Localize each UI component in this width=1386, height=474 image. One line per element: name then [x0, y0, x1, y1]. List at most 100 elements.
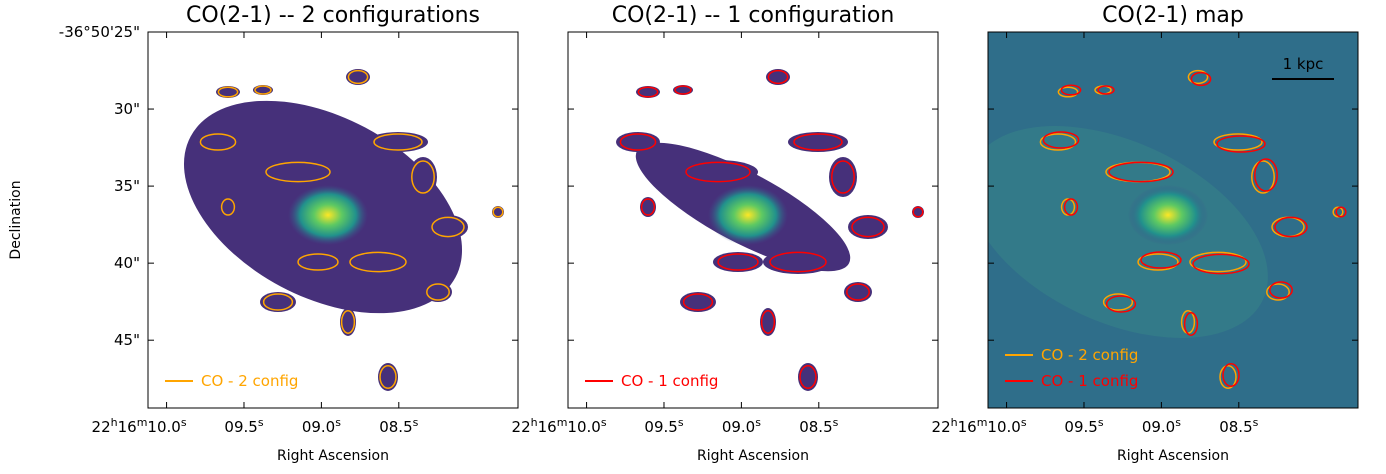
x-axis-label: Right Ascension [697, 448, 809, 464]
x-tick-label: 09.5s [1064, 416, 1103, 436]
contour [1187, 69, 1209, 85]
contour [1042, 131, 1080, 149]
x-axis-label: Right Ascension [277, 448, 389, 464]
contour [347, 69, 369, 85]
contour [1105, 295, 1137, 313]
y-tick-label: 35" [114, 177, 140, 195]
x-tick-label: 08.5s [1219, 416, 1258, 436]
contour [1266, 283, 1290, 301]
contour [1137, 253, 1179, 271]
image-blob [616, 132, 660, 152]
contour [793, 133, 843, 151]
image-blob [760, 308, 776, 336]
image-blob [763, 250, 833, 274]
contour [1060, 198, 1076, 216]
image-blob [368, 132, 428, 152]
contour [767, 69, 789, 85]
contour [619, 133, 657, 151]
y-tick-label: 40" [114, 254, 140, 272]
contour [851, 216, 885, 238]
image-blob [844, 282, 872, 302]
y-tick-label: 30" [114, 100, 140, 118]
contour [1254, 158, 1278, 192]
image-core [708, 185, 788, 245]
contour [1222, 363, 1240, 387]
scale-bar-label: 1 kpc [1283, 55, 1324, 73]
x-tick-label: 09.5s [644, 416, 683, 436]
contour [1102, 293, 1134, 311]
image-blob [492, 206, 504, 218]
x-tick-label: 08.5s [799, 416, 838, 436]
legend-label: CO - 1 config [1041, 372, 1138, 390]
contour [199, 133, 237, 151]
contour [1097, 85, 1115, 95]
contour [685, 161, 751, 183]
image-blob [829, 157, 857, 197]
image-blob [678, 160, 758, 184]
contour [637, 86, 659, 98]
contour [1192, 253, 1250, 275]
panel: CO(2-1) -- 1 configuration Right Ascensio… [512, 3, 939, 464]
contour [1216, 135, 1266, 153]
contour [1057, 86, 1079, 98]
contour [1108, 161, 1174, 183]
legend-label: CO - 2 config [201, 372, 298, 390]
contour [1060, 84, 1082, 96]
contour [1332, 206, 1344, 218]
image-blob [258, 160, 338, 184]
contour [254, 85, 272, 95]
image-blob [346, 69, 370, 85]
image-blob [680, 292, 716, 312]
panel-title: CO(2-1) -- 1 configuration [612, 3, 895, 28]
image-blob [848, 215, 888, 239]
contour [1213, 133, 1263, 151]
panel-title: CO(2-1) -- 2 configurations [186, 3, 480, 28]
x-tick-label: 09.0s [722, 416, 761, 436]
image [988, 32, 1358, 408]
image-blob [424, 282, 452, 302]
x-tick-label: 22h16m10.0s [92, 416, 187, 436]
contour [262, 293, 294, 311]
contour [297, 253, 339, 271]
contour [1269, 281, 1293, 299]
legend-label: CO - 2 config [1041, 346, 1138, 364]
contour [640, 198, 656, 216]
image-blob [428, 215, 468, 239]
image-blob [409, 157, 437, 197]
contour [340, 310, 356, 334]
image-blob [220, 197, 236, 217]
y-axis-label: Declination [8, 180, 24, 259]
contour [217, 86, 239, 98]
contour [411, 160, 435, 194]
contour [426, 283, 450, 301]
contour [846, 283, 870, 301]
axes-frame [987, 31, 1359, 409]
x-tick-label: 22h16m10.0s [512, 416, 607, 436]
image-blob [293, 252, 343, 272]
image-core [288, 185, 368, 245]
contour [1039, 133, 1077, 151]
contour [717, 253, 759, 271]
image-blob [260, 292, 296, 312]
x-tick-label: 08.5s [379, 416, 418, 436]
contour [431, 216, 465, 238]
contour [265, 161, 331, 183]
contour [1183, 312, 1199, 336]
y-tick-label: -36°50'25" [59, 23, 140, 41]
contour [831, 160, 855, 194]
image-blob [378, 363, 398, 391]
axes-frame [567, 31, 939, 409]
contour [1140, 251, 1182, 269]
contour [674, 85, 692, 95]
x-tick-label: 09.0s [302, 416, 341, 436]
contour [373, 133, 423, 151]
image-blob [788, 132, 848, 152]
image-blob [912, 206, 924, 218]
contour [220, 198, 236, 216]
contour [1190, 71, 1212, 87]
contour [1189, 251, 1247, 273]
contour [799, 365, 817, 389]
image [183, 69, 504, 391]
image-blob [343, 250, 413, 274]
